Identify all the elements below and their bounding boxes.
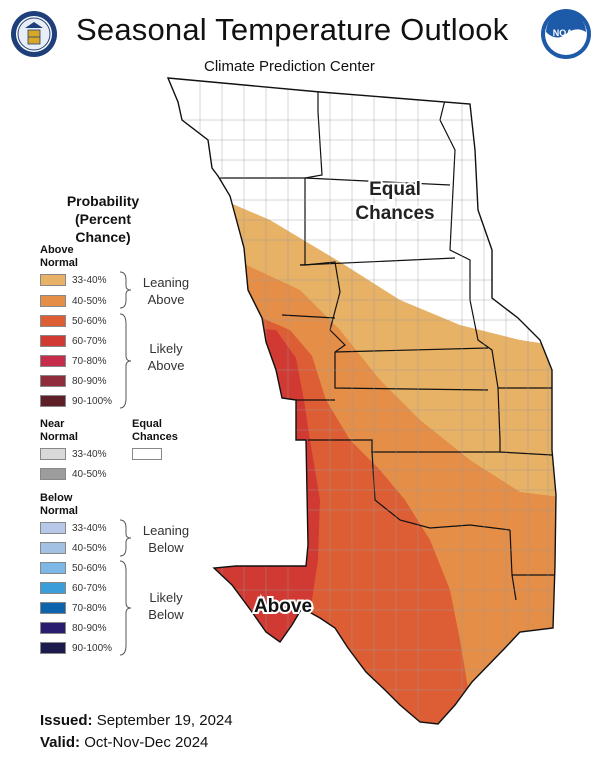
svg-text:NOAA: NOAA (553, 28, 580, 38)
legend-label-below-70-80: 70-80% (72, 603, 107, 614)
legend-label-above-60-70: 60-70% (72, 336, 107, 347)
legend-swatch-equal-chances (132, 448, 162, 460)
legend-equal-line1: Equal (132, 418, 162, 430)
valid-label: Valid: (40, 734, 81, 751)
likely-below-line1: Likely (149, 590, 183, 605)
legend-title-line2: (Percent Chance) (74, 211, 132, 245)
legend-swatch-above-50-60 (40, 315, 66, 327)
leaning-below-line1: Leaning (142, 523, 190, 538)
brace-leaning-above-icon (119, 271, 132, 309)
likely-below-line2: Below (148, 607, 184, 622)
legend-label-above-90-100: 90-100% (72, 396, 113, 407)
legend-equal-line2: Chances (132, 431, 178, 443)
legend-swatch-below-40-50 (40, 542, 66, 554)
legend-swatch-above-90-100 (40, 395, 66, 407)
valid-value: Oct-Nov-Dec 2024 (84, 734, 209, 751)
legend-below-header: Below Normal (40, 492, 78, 518)
legend-group-leaning-below: Leaning Below (134, 522, 198, 556)
legend-swatch-above-40-50 (40, 295, 66, 307)
legend-swatch-near-40-50 (40, 468, 66, 480)
legend-swatch-above-60-70 (40, 335, 66, 347)
brace-likely-above-icon (119, 313, 132, 409)
brace-leaning-below-icon (119, 519, 132, 557)
page-title: Seasonal Temperature Outlook (76, 12, 509, 47)
legend-near-header-line1: Near (40, 418, 65, 430)
legend-group-likely-above: Likely Above (134, 340, 198, 374)
legend-swatch-above-70-80 (40, 355, 66, 367)
legend-label-below-50-60: 50-60% (72, 563, 107, 574)
legend-above-header-line2: Normal (40, 257, 78, 269)
legend-swatch-below-70-80 (40, 602, 66, 614)
legend-label-above-40-50: 40-50% (72, 296, 107, 307)
legend-group-likely-below: Likely Below (134, 589, 198, 623)
legend-swatch-above-80-90 (40, 375, 66, 387)
legend-below-header-line1: Below (40, 492, 73, 504)
legend-below-header-line2: Normal (40, 505, 78, 517)
legend-near-header-line2: Normal (40, 431, 78, 443)
leaning-below-line2: Below (148, 540, 184, 555)
legend-near-header: Near Normal (40, 418, 78, 444)
legend-title-line1: Probability (66, 193, 140, 209)
legend-group-leaning-above: Leaning Above (134, 274, 198, 308)
map-label-above: Above (254, 596, 312, 617)
legend-label-above-70-80: 70-80% (72, 356, 107, 367)
commerce-seal-icon (11, 11, 57, 57)
likely-above-line2: Above (147, 358, 185, 373)
legend-swatch-below-50-60 (40, 562, 66, 574)
legend-above-header: Above Normal (40, 244, 78, 270)
valid-line: Valid: Oct-Nov-Dec 2024 (40, 734, 208, 751)
noaa-logo-icon: NOAA (541, 9, 591, 59)
issued-value: September 19, 2024 (96, 712, 233, 729)
legend-equal-chances-header: Equal Chances (132, 418, 178, 444)
legend-label-above-33-40: 33-40% (72, 275, 107, 286)
map-label-equal-line2: Chances (355, 203, 434, 224)
legend-label-above-80-90: 80-90% (72, 376, 107, 387)
brace-likely-below-icon (119, 560, 132, 656)
legend-title: Probability (Percent Chance) (48, 192, 158, 246)
legend-label-above-50-60: 50-60% (72, 316, 107, 327)
legend-label-below-40-50: 40-50% (72, 543, 107, 554)
legend-label-below-33-40: 33-40% (72, 523, 107, 534)
legend-label-below-60-70: 60-70% (72, 583, 107, 594)
legend-swatch-below-33-40 (40, 522, 66, 534)
region-outline (166, 77, 557, 725)
issued-label: Issued: (40, 712, 93, 729)
legend-swatch-below-60-70 (40, 582, 66, 594)
legend-swatch-below-80-90 (40, 622, 66, 634)
page-subtitle: Climate Prediction Center (204, 58, 375, 75)
legend-label-below-80-90: 80-90% (72, 623, 107, 634)
legend-label-near-40-50: 40-50% (72, 469, 107, 480)
map-label-equal-line1: Equal (369, 179, 421, 200)
likely-above-line1: Likely (149, 341, 183, 356)
legend-swatch-near-33-40 (40, 448, 66, 460)
legend-label-near-33-40: 33-40% (72, 449, 107, 460)
legend-swatch-below-90-100 (40, 642, 66, 654)
issued-line: Issued: September 19, 2024 (40, 712, 233, 729)
legend-swatch-above-33-40 (40, 274, 66, 286)
legend-above-header-line1: Above (40, 244, 74, 256)
legend-label-below-90-100: 90-100% (72, 643, 113, 654)
leaning-above-line2: Above (147, 292, 185, 307)
leaning-above-line1: Leaning (142, 275, 190, 290)
